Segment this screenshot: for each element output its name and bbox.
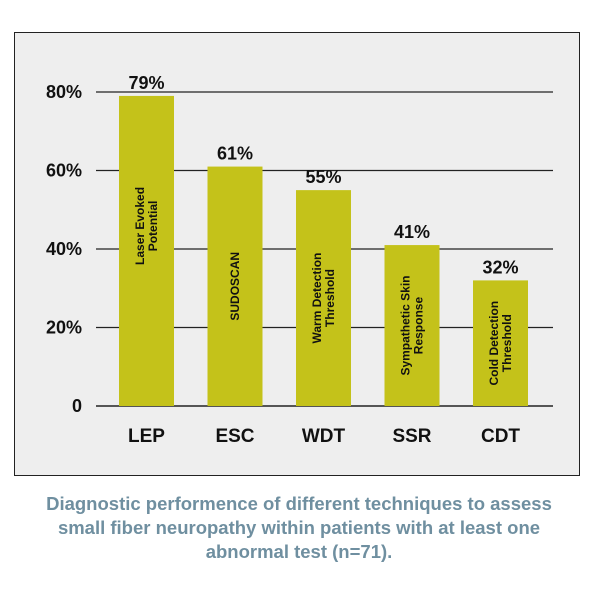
bar-inner-label-line: Warm Detection xyxy=(310,253,324,344)
bar xyxy=(207,166,263,406)
y-tick-label: 40% xyxy=(46,239,82,259)
y-tick-label: 20% xyxy=(46,318,82,338)
bar-inner-label-line: Threshold xyxy=(323,269,337,327)
bar-inner-label: SUDOSCAN xyxy=(228,252,242,321)
value-label: 41% xyxy=(394,222,430,242)
value-label: 55% xyxy=(305,167,341,187)
y-tick-label: 0 xyxy=(72,396,82,416)
bar-inner-label-line: Laser Evoked xyxy=(133,187,147,265)
caption-line: small fiber neuropathy within patients w… xyxy=(57,517,541,538)
bar-inner-label-line: SUDOSCAN xyxy=(228,252,242,321)
y-tick-label: 80% xyxy=(46,82,82,102)
bar-inner-label-line: Threshold xyxy=(500,314,514,372)
bar xyxy=(473,280,528,406)
category-label: SSR xyxy=(392,426,431,447)
bar-inner-label-line: Potential xyxy=(146,201,160,252)
bar xyxy=(384,245,440,406)
figure-caption: Diagnostic performence of different tech… xyxy=(0,492,598,564)
value-label: 32% xyxy=(482,257,518,277)
caption-line: Diagnostic performence of different tech… xyxy=(46,493,552,514)
bar-inner-label: Sympathetic SkinResponse xyxy=(399,276,426,376)
category-label: WDT xyxy=(302,426,346,447)
bar-inner-label-line: Response xyxy=(412,297,426,355)
bar-inner-label-line: Cold Detection xyxy=(487,301,501,386)
value-label: 61% xyxy=(217,144,253,164)
value-label: 79% xyxy=(128,73,164,93)
bar-chart: 0 20% 40% 60% 80% 79% LEP Laser EvokedPotential… xyxy=(46,73,553,447)
bar-inner-label: Cold DetectionThreshold xyxy=(487,301,514,386)
bar xyxy=(296,190,351,406)
bar-inner-label: Laser EvokedPotential xyxy=(133,187,160,265)
y-tick-label: 60% xyxy=(46,161,82,181)
bar-inner-label-line: Sympathetic Skin xyxy=(399,276,413,376)
caption-line: abnormal test (n=71). xyxy=(205,541,393,562)
category-label: CDT xyxy=(481,426,520,447)
bar xyxy=(119,95,174,407)
category-label: ESC xyxy=(215,426,254,447)
bar-inner-label: Warm DetectionThreshold xyxy=(310,253,337,344)
category-label: LEP xyxy=(128,426,165,447)
